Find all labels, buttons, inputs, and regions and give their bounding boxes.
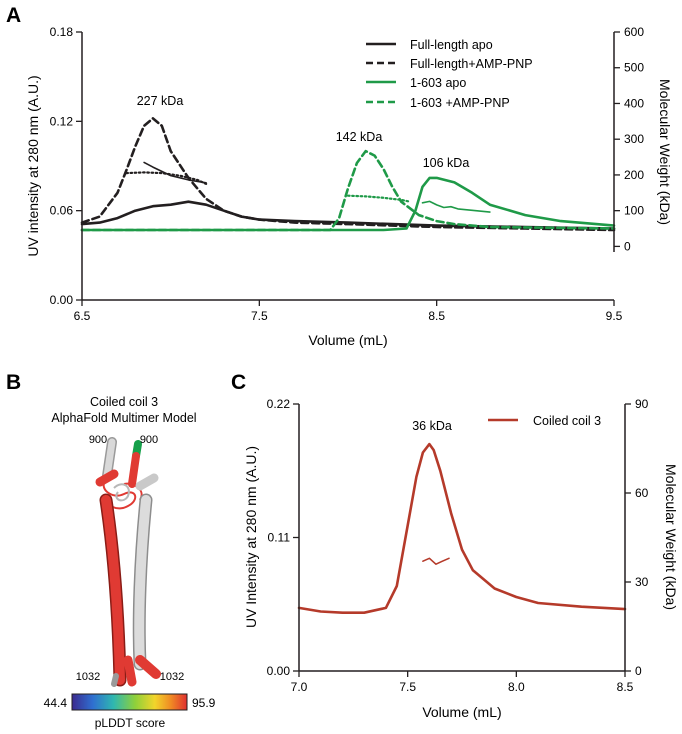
chart-a-xtick-label: 7.5 — [251, 309, 268, 323]
chart-a-ticks: 6.5 7.5 8.5 9.5 0.00 0.06 0.12 0.18 0 100 200 300 40… — [50, 25, 645, 323]
chart-c-xtick-label: 7.0 — [291, 680, 308, 694]
chart-a-y2label: Molecular Weight (kDa) — [657, 79, 673, 225]
chart-a-y2tick-label: 400 — [624, 96, 644, 110]
annotation-142-kda: 142 kDa — [336, 130, 383, 144]
chart-c-ytick-label: 0.22 — [267, 397, 291, 411]
chart-c-xtick-label: 8.5 — [617, 680, 634, 694]
chart-c-ytick-label: 0.11 — [268, 531, 291, 545]
chart-a-xlabel: Volume (mL) — [308, 332, 387, 348]
chart-a-series-full-length-apo — [80, 200, 616, 230]
chart-a-mw-1-603-apo-mw — [421, 200, 491, 213]
structure-title-line1: Coiled coil 3 — [90, 395, 158, 409]
structure-label-1032-right: 1032 — [160, 671, 184, 683]
chart-a-ytick-label: 0.18 — [50, 25, 74, 39]
chart-a-series-1-603-apo — [80, 176, 616, 232]
panel-label-c: C — [231, 371, 246, 394]
legend-label-coiled-coil-3: Coiled coil 3 — [533, 414, 601, 428]
legend-label-full-length-amp-pnp: Full-length+AMP-PNP — [410, 57, 533, 71]
colorbar-label: pLDDT score — [95, 716, 166, 730]
colorbar-min: 44.4 — [44, 696, 68, 710]
chart-a-ytick-label: 0.06 — [50, 204, 74, 218]
chart-a-y2tick-label: 0 — [624, 239, 631, 253]
structure-panel: Coiled coil 3 AlphaFold Multimer Model — [44, 395, 216, 730]
chart-c-marks — [297, 442, 627, 615]
chart-a: 6.5 7.5 8.5 9.5 0.00 0.06 0.12 0.18 0 100 200 300 40… — [25, 25, 673, 348]
legend-label-1-603-apo: 1-603 apo — [410, 76, 466, 90]
chart-c-y2tick-label: 60 — [635, 486, 649, 500]
chart-c-ticks: 7.0 7.5 8.0 8.5 0.00 0.11 0.22 0 30 60 90 — [267, 397, 649, 694]
chart-c-legend: Coiled coil 3 — [488, 414, 601, 428]
chart-a-mw-full-length-amp-pnp-mw — [125, 171, 208, 185]
chart-a-xtick-label: 6.5 — [74, 309, 91, 323]
chart-c-ytick-label: 0.00 — [267, 664, 291, 678]
annotation-106-kda: 106 kDa — [423, 156, 470, 170]
chart-c-y2tick-label: 30 — [635, 575, 649, 589]
chart-a-xtick-label: 8.5 — [428, 309, 445, 323]
chart-c-ylabel: UV Intensity at 280 nm (A.U.) — [243, 446, 259, 628]
chart-a-y2tick-label: 600 — [624, 25, 644, 39]
annotation-227-kda: 227 kDa — [137, 94, 184, 108]
chart-a-ytick-label: 0.00 — [50, 293, 74, 307]
structure-label-1032-left: 1032 — [76, 671, 100, 683]
chart-c-y2tick-label: 0 — [635, 664, 642, 678]
alphafold-model-illustration — [95, 437, 161, 687]
legend-label-1-603-amp-pnp: 1-603 +AMP-PNP — [410, 96, 510, 110]
panel-label-a: A — [6, 4, 21, 27]
chart-a-mw-1-603-amp-pnp-mw — [346, 194, 412, 203]
chart-a-ylabel: UV intensity at 280 nm (A.U.) — [25, 75, 41, 256]
plddt-colorbar — [71, 693, 188, 711]
chart-c-y2tick-label: 90 — [635, 397, 649, 411]
chart-c-mw-coiled-coil-3-mw — [422, 557, 450, 566]
chart-a-legend: Full-length apo Full-length+AMP-PNP 1-60… — [366, 38, 533, 110]
chart-c-y2label: Molecular Weight (kDa) — [663, 464, 679, 610]
structure-label-900-left: 900 — [89, 434, 107, 446]
chart-c-series-coiled-coil-3 — [297, 442, 627, 615]
structure-label-900-right: 900 — [140, 434, 158, 446]
chart-a-y2tick-label: 500 — [624, 61, 644, 75]
chart-a-y2tick-label: 100 — [624, 204, 644, 218]
chart-c-xtick-label: 7.5 — [399, 680, 416, 694]
colorbar-max: 95.9 — [192, 696, 216, 710]
chart-a-series-1-603-amp-pnp — [80, 149, 616, 232]
chart-c-xtick-label: 8.0 — [508, 680, 525, 694]
chart-c: 7.0 7.5 8.0 8.5 0.00 0.11 0.22 0 30 60 90 Volume (… — [243, 397, 679, 720]
chart-a-y2tick-label: 200 — [624, 168, 644, 182]
structure-title-line2: AlphaFold Multimer Model — [51, 411, 196, 425]
chart-a-y2tick-label: 300 — [624, 132, 644, 146]
chart-a-xtick-label: 9.5 — [606, 309, 623, 323]
legend-label-full-length-apo: Full-length apo — [410, 38, 493, 52]
chart-a-ytick-label: 0.12 — [50, 114, 74, 128]
chart-c-xlabel: Volume (mL) — [422, 704, 501, 720]
panel-label-b: B — [6, 371, 21, 394]
chart-a-marks — [80, 117, 616, 232]
annotation-36-kda: 36 kDa — [412, 419, 452, 433]
